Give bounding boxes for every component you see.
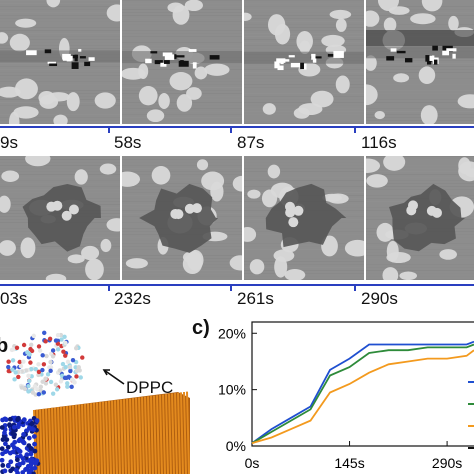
- x-tick-label: 290s: [432, 455, 462, 471]
- afm-frame-232s: [122, 156, 242, 280]
- timeline-tick: [354, 284, 356, 291]
- afm-row-1: 9s 58s 87s 116s: [0, 0, 474, 152]
- timeline-tick: [354, 126, 356, 133]
- afm-image: [0, 156, 120, 280]
- time-label: 232s: [114, 289, 151, 306]
- x-tick-label: 145s: [334, 455, 364, 471]
- afm-image: [122, 0, 242, 124]
- afm-frame-58s: [122, 0, 242, 124]
- afm-frame-87s: [244, 0, 364, 124]
- afm-frame-116s: [366, 0, 474, 124]
- panel-letter-b: b: [0, 335, 9, 357]
- timeline-axis-row1: [0, 126, 474, 128]
- time-label: 261s: [237, 289, 274, 306]
- timeline-axis-row2: [0, 284, 474, 286]
- dppc-label: DPPC: [126, 378, 174, 397]
- time-label: 03s: [0, 289, 28, 306]
- afm-frame-290s: [366, 156, 474, 280]
- peptide-cluster: [6, 330, 85, 397]
- plot-frame: [251, 321, 474, 447]
- afm-image: [366, 156, 474, 280]
- timeline-tick: [108, 126, 110, 133]
- afm-image: [244, 156, 364, 280]
- afm-image: [366, 0, 474, 124]
- series-line: [251, 349, 474, 445]
- afm-frame-9s: [0, 0, 120, 124]
- molecular-render-panel: b DPPC: [0, 318, 190, 474]
- time-label: 116s: [361, 133, 397, 152]
- series-line: [251, 340, 474, 444]
- line-chart: 0% 10% 20% 0s 145s 290s: [218, 321, 474, 471]
- afm-frame-261s: [244, 156, 364, 280]
- label-arrow-head: [102, 369, 110, 376]
- afm-image: [0, 0, 120, 124]
- label-arrow: [103, 369, 125, 385]
- y-tick-label: 20%: [218, 325, 246, 341]
- time-label: 87s: [237, 133, 265, 152]
- timeline-tick: [230, 284, 232, 291]
- x-tick-label: 0s: [245, 455, 260, 471]
- dppc-bilayer: [33, 391, 190, 474]
- y-tick-label: 0%: [226, 438, 246, 454]
- afm-row-2: 03s 232s 261s 290s: [0, 156, 474, 306]
- time-label: 58s: [114, 133, 142, 152]
- molecule-illustration: [0, 330, 190, 474]
- afm-image: [244, 0, 364, 124]
- timeline-tick: [108, 284, 110, 291]
- series-line: [251, 343, 474, 444]
- time-label: 290s: [361, 289, 398, 306]
- timeline-tick: [230, 126, 232, 133]
- y-tick-label: 10%: [218, 382, 246, 398]
- afm-image: [122, 156, 242, 280]
- afm-frame-203s: [0, 156, 120, 280]
- time-label: 9s: [0, 133, 18, 152]
- panel-letter-c: c): [192, 317, 210, 339]
- protein-blob: [0, 415, 41, 474]
- coverage-chart-panel: c) 0% 10% 20% 0s 145s 290s: [190, 310, 474, 474]
